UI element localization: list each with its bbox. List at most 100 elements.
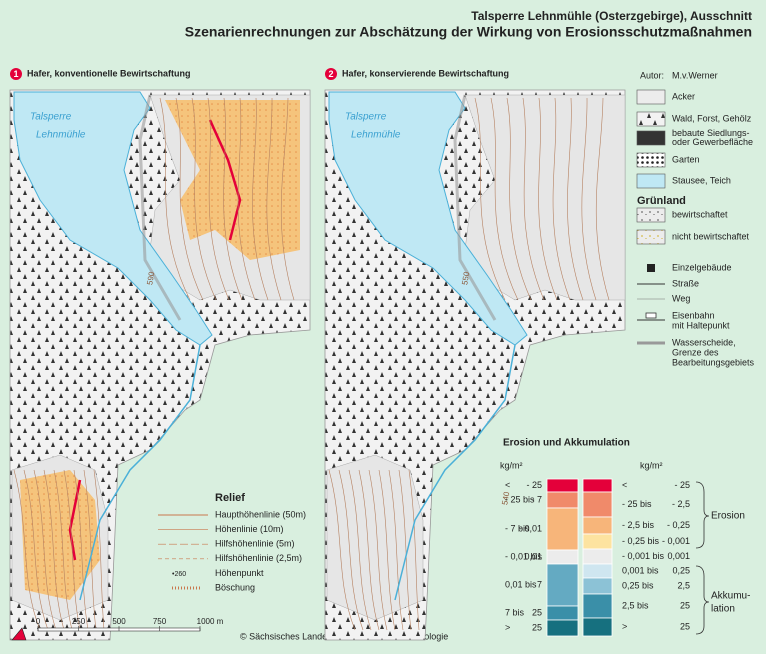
class-label: - 7 bis	[505, 523, 530, 533]
contour-label: 550	[460, 270, 471, 285]
group-label: lation	[711, 604, 735, 615]
contour-line	[348, 469, 372, 631]
north-arrow	[11, 627, 27, 641]
class-label: <	[622, 480, 627, 490]
contour-line	[378, 469, 396, 631]
class-label: - 2,5	[672, 499, 690, 509]
stream	[79, 344, 201, 601]
legend-swatch	[636, 111, 666, 127]
relief-label: Höhenlinie (10m)	[215, 524, 284, 534]
legend-swatch	[636, 173, 666, 189]
class-swatch	[546, 507, 579, 551]
class-label: 0,01	[524, 551, 542, 561]
class-label: - 0,25	[667, 520, 690, 530]
relief-label: Höhenpunkt	[215, 568, 264, 578]
class-label: >	[622, 621, 627, 631]
class-label: 0,001	[667, 551, 690, 561]
legend-swatch	[636, 207, 666, 223]
class-swatch	[546, 619, 579, 637]
group-label: Erosion	[711, 511, 745, 522]
spot-height: •260	[172, 571, 186, 578]
class-label: 7	[537, 579, 542, 589]
lake-label: Lehnmühle	[36, 130, 86, 141]
legend-label: bewirtschaftet	[672, 209, 728, 219]
contour-line	[338, 469, 364, 631]
legend-label: Wald, Forst, Gehölz	[672, 113, 752, 123]
class-swatch	[546, 491, 579, 509]
class-swatch	[582, 563, 613, 579]
class-label: 0,01 bis	[505, 579, 537, 589]
class-label: 2,5	[677, 580, 690, 590]
map-title: Hafer, konservierende Bewirtschaftung	[342, 68, 509, 78]
relief-label: Hilfshöhenlinie (2,5m)	[215, 553, 302, 563]
contour-line	[581, 97, 597, 301]
class-label: - 0,01 bis	[505, 551, 543, 561]
contour-line	[63, 469, 81, 631]
author-label: Autor:	[640, 70, 664, 80]
legend-swatch	[636, 130, 666, 146]
class-label: 0,001 bis	[622, 565, 659, 575]
class-label: - 0,001	[662, 536, 690, 546]
class-label: 0,25	[672, 565, 690, 575]
contour-line	[567, 97, 584, 301]
lake-label: Talsperre	[345, 112, 387, 123]
contour-line	[252, 97, 269, 301]
map-number-badge	[325, 68, 337, 80]
contour-line	[506, 97, 532, 301]
bracket	[695, 481, 710, 549]
field-area	[464, 94, 626, 301]
contour-label: 590	[145, 270, 156, 285]
legend-label: Einzelgebäude	[672, 262, 732, 272]
scale-label: 0	[36, 617, 41, 626]
class-label: - 7	[531, 494, 542, 504]
group-label: Akkumu-	[711, 591, 750, 602]
map-number-badge	[10, 68, 22, 80]
legend-swatch	[636, 229, 666, 245]
erosion-patch	[165, 100, 300, 260]
class-swatch	[582, 533, 613, 550]
legend-label: Grenze des	[672, 347, 719, 357]
contour-line	[13, 469, 41, 631]
contour-line	[43, 469, 65, 631]
class-label: - 2,5 bis	[622, 520, 655, 530]
legend-label: bebaute Siedlungs-	[672, 128, 750, 138]
field-area	[326, 454, 424, 621]
contour-line	[368, 469, 388, 631]
map-number: 2	[328, 69, 333, 79]
class-label: 7 bis	[505, 607, 525, 617]
contour-line	[237, 97, 256, 301]
legend-swatch	[636, 152, 666, 168]
class-label: 25	[680, 621, 690, 631]
contour-label: 540	[500, 490, 511, 505]
legend-label: oder Gewerbefläche	[672, 137, 753, 147]
class-swatch	[546, 605, 579, 621]
class-swatch	[546, 549, 579, 565]
class-label: 25	[532, 622, 542, 632]
station-symbol	[645, 312, 657, 319]
watershed	[138, 94, 182, 321]
scale-label: 500	[112, 617, 126, 626]
contour-line	[388, 469, 404, 631]
legend-label: nicht bewirtschaftet	[672, 231, 750, 241]
class-label: >	[505, 622, 510, 632]
class-label: - 25 bis	[505, 494, 535, 504]
scale-label: 1000 m	[197, 617, 224, 626]
contour-line	[358, 469, 380, 631]
scale-label: 250	[72, 617, 86, 626]
contour-line	[175, 97, 204, 301]
class-label: 2,5 bis	[622, 600, 649, 610]
contour-line	[474, 97, 506, 301]
relief-label: Haupthöhenlinie (50m)	[215, 509, 306, 519]
title: Talsperre Lehnmühle (Osterzgebirge), Aus…	[471, 9, 752, 23]
class-label: - 0,001 bis	[622, 551, 665, 561]
class-swatch	[582, 491, 613, 518]
class-label: <	[505, 480, 510, 490]
class-swatch	[582, 577, 613, 595]
erosion-channel	[68, 119, 242, 561]
class-swatch	[582, 617, 613, 637]
contour-line	[223, 97, 243, 301]
class-swatch	[546, 563, 579, 607]
map-title: Hafer, konventionelle Bewirtschaftung	[27, 68, 191, 78]
legend-label: Weg	[672, 293, 690, 303]
